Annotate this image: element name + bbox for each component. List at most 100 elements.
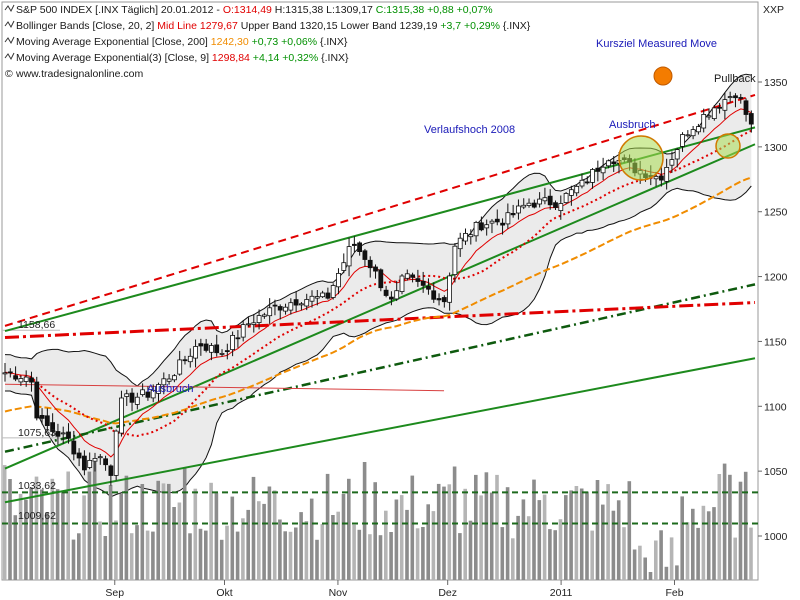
volume-bar [272,490,277,580]
volume-bar [66,471,70,580]
candle-body [494,218,500,223]
volume-bar [34,476,39,580]
candle-body [140,389,146,395]
volume-bar [124,475,129,580]
candle-body [553,202,558,208]
candle-body [82,455,87,471]
candle-body [706,115,712,118]
legend-part: Moving Average Exponential [Close, 200] [16,36,211,48]
y-axis: 1000 1050 1100 1150 1200 1250 1300 1350 [758,77,788,543]
volume-bar [579,488,584,580]
trend-red-thin [4,383,445,392]
volume-bar [251,476,256,580]
candle-body [404,273,410,279]
legend-part: 1242,30 [211,36,249,48]
candle-body [113,430,119,476]
volume-bar [712,507,716,580]
candle-body [240,324,246,338]
volume-bar [167,483,171,580]
volume-bar [542,494,547,580]
annotation-pullback: Pullback [714,73,756,85]
volume-bar [98,521,102,580]
volume-bar [320,524,325,580]
volume-bar [309,498,314,580]
legend-text: Moving Average Exponential(3) [Close, 9]… [16,52,349,64]
trend-lines [4,94,756,504]
chart-markers [618,66,741,181]
legend-part: +4,14 +0,32% [250,52,318,64]
candle-body [595,167,601,172]
volume-bar [82,495,86,580]
candle-body [579,179,585,187]
volume-bar [55,489,60,580]
candle-body [71,440,77,455]
candle-body [34,381,40,419]
legend-text: Moving Average Exponential [Close, 200] … [16,36,348,48]
volume-bar [219,539,224,580]
trend-red-dashed [4,94,756,327]
volume-bar [516,515,520,580]
volume-bar [722,463,727,580]
volume-bar [405,509,409,580]
volume-bar [341,494,346,580]
volume-bar [526,516,531,580]
legend-part: {.INX} [318,52,349,64]
candle-body [685,134,691,137]
volume-bar [733,537,737,580]
volume-bar [558,519,563,580]
price-candles [2,91,754,486]
candle-body [283,306,288,312]
candle-body [690,129,696,137]
candle-body [547,195,553,206]
volume-bar [357,529,362,580]
candle-body [447,275,453,303]
candle-body [542,197,548,202]
candle-body [39,414,45,419]
y-tick-label: 1000 [764,531,788,543]
volume-bar [29,487,33,580]
legend-row-ema9: Moving Average Exponential(3) [Close, 9]… [4,52,349,64]
candle-body [415,278,421,282]
candle-body [246,323,251,326]
level-label-1158: 1158,66 [18,319,55,331]
volume-bar [61,490,65,580]
candle-body [18,378,24,383]
volume-bar [384,510,388,580]
candle-body [606,160,611,167]
candle-body [457,237,463,250]
y-tick-label: 1100 [764,401,787,413]
legend-part: H:1315,38 L:1309,17 [272,4,376,16]
candle-body [394,290,400,300]
volume-bar [378,535,383,580]
volume-bar [410,475,415,580]
candle-body [277,306,283,311]
volume-bar [267,486,272,580]
candle-body [669,159,675,166]
candle-body [722,99,728,111]
candle-body [66,431,71,439]
volume-bar [706,511,711,580]
candle-body [293,299,299,306]
volume-bar [601,504,605,580]
candle-body [717,106,722,109]
volume-bar [257,501,261,580]
candle-body [600,166,606,174]
volume-bar [283,531,287,580]
legend-row-bb: Bollinger Bands [Close, 20, 2] Mid Line … [4,20,531,32]
candle-body [341,262,347,271]
volume-bar [209,482,213,580]
volume-bar [8,479,12,580]
candle-body [659,175,664,181]
legend-part: +0,73 +0,06% [249,36,317,48]
x-tick-label: Dez [438,587,457,599]
volume-bar [447,484,452,580]
legend-row-copy: © www.tradesignalonline.com [5,68,143,80]
candle-body [478,222,484,231]
candle-body [436,298,442,301]
volume-bar [458,533,462,580]
volume-bar [140,484,145,580]
candle-body [124,393,130,397]
volume-bar [627,481,632,580]
volume-bar [288,531,293,580]
candle-body [198,343,204,347]
